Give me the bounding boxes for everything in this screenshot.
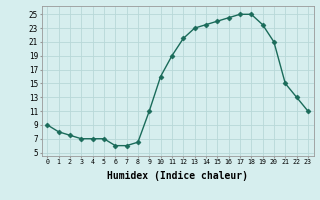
X-axis label: Humidex (Indice chaleur): Humidex (Indice chaleur) bbox=[107, 171, 248, 181]
